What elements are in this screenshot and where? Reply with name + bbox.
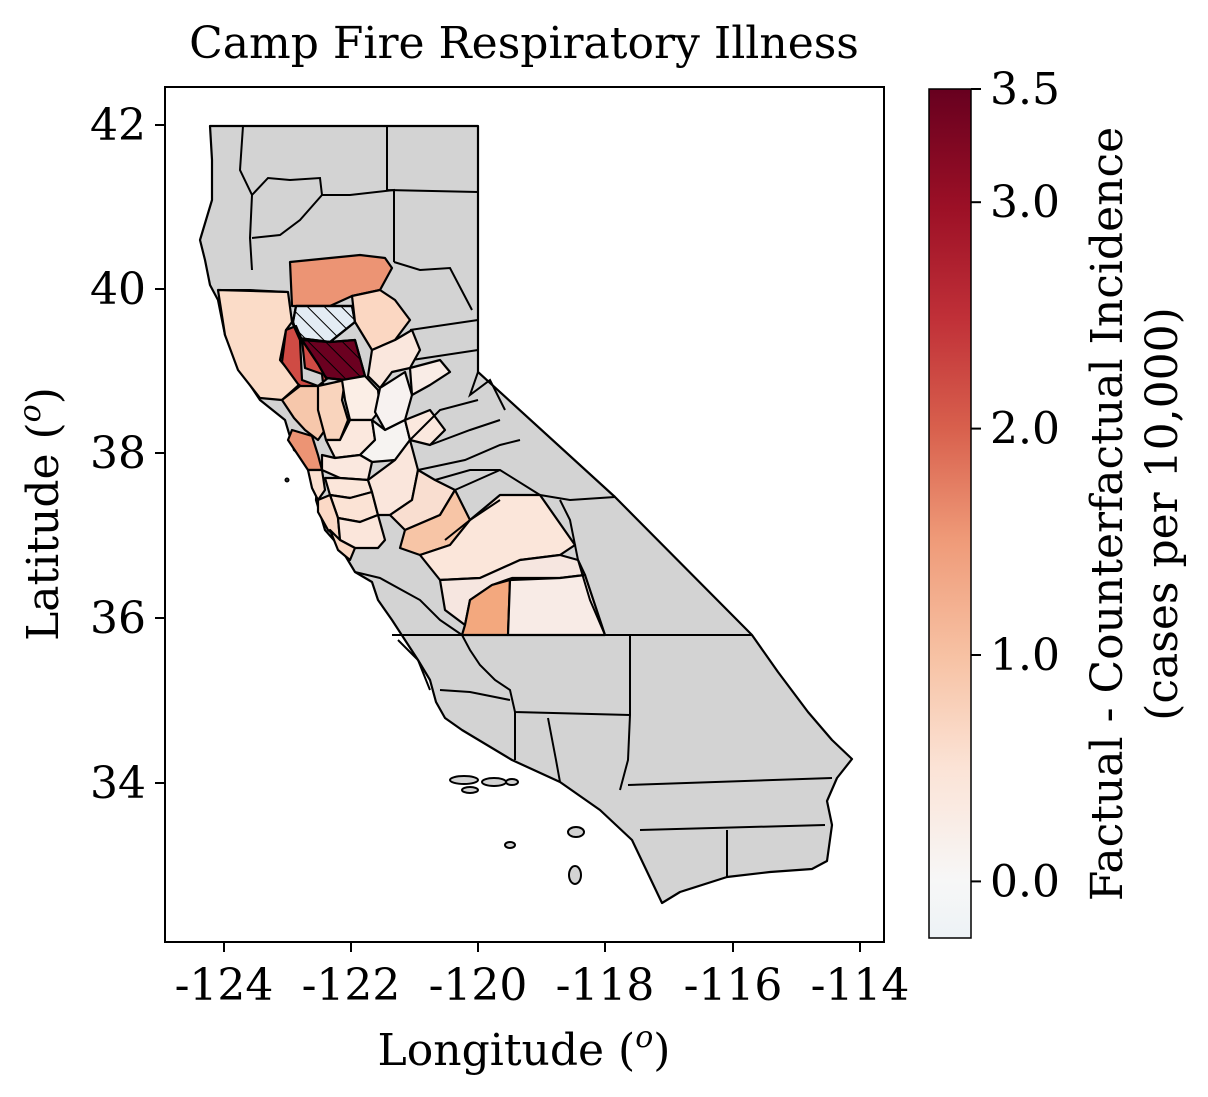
- x-axis-label: Longitude (o): [378, 1020, 671, 1076]
- colorbar-tick-label: 1.0: [990, 630, 1060, 681]
- county-lines-north: [218, 125, 479, 361]
- county-solano: [320, 453, 374, 482]
- x-tick-label: -114: [811, 960, 910, 1011]
- y-tick-label: 36: [90, 593, 146, 644]
- california-map: [198, 124, 854, 905]
- county-tulare: [506, 573, 607, 637]
- channel-islands: [284, 477, 585, 885]
- colorbar-tick-label: 3.0: [990, 177, 1060, 228]
- y-axis: 34 36 38 40 42 Latitude (o): [13, 100, 165, 809]
- x-axis-label-sup: o: [635, 1020, 653, 1055]
- x-axis-label-main: Longitude (: [378, 1025, 636, 1076]
- x-tick-label: -120: [429, 960, 528, 1011]
- x-axis: -124 -122 -120 -118 -116 -114 Longitude …: [175, 942, 910, 1076]
- y-tick-label: 40: [90, 264, 146, 315]
- x-tick-label: -118: [556, 960, 655, 1011]
- x-axis-label-end: ): [653, 1025, 670, 1076]
- colorbar-ticks: 0.0 1.0 2.0 3.0 3.5: [971, 64, 1060, 907]
- colorbar-tick-label: 3.5: [990, 64, 1060, 115]
- colorbar: 0.0 1.0 2.0 3.0 3.5 Factual - Counterfactual…: [928, 64, 1188, 939]
- y-tick-label: 42: [90, 100, 146, 151]
- y-axis-label-sup: o: [13, 404, 48, 422]
- chart-title: Camp Fire Respiratory Illness: [189, 18, 859, 69]
- colorbar-gradient: [928, 88, 972, 939]
- colorbar-tick-label: 0.0: [990, 856, 1060, 907]
- x-tick-label: -122: [302, 960, 401, 1011]
- county-marin: [306, 468, 327, 502]
- y-axis-label-end: ): [18, 387, 69, 404]
- county-santa-cruz: [328, 528, 357, 562]
- county-plumas: [350, 288, 412, 352]
- colorbar-tick-label: 2.0: [990, 404, 1060, 455]
- y-tick-label: 38: [90, 428, 146, 479]
- x-tick-label: -116: [684, 960, 783, 1011]
- county-lines-east: [354, 371, 833, 877]
- y-axis-label: Latitude (o): [13, 387, 69, 641]
- county-placer: [408, 358, 452, 397]
- y-axis-label-main: Latitude (: [18, 422, 69, 641]
- colorbar-label-line2: (cases per 10,000): [1137, 307, 1188, 721]
- colorbar-label-line1: Factual - Counterfactual Incidence: [1082, 127, 1133, 901]
- y-tick-label: 34: [90, 758, 146, 809]
- x-tick-label: -124: [175, 960, 274, 1011]
